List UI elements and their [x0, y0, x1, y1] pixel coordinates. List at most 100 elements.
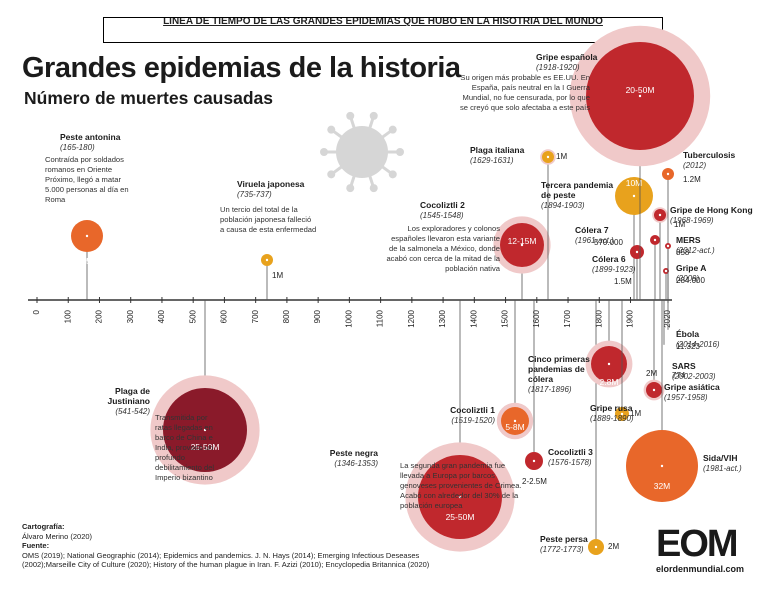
deaths-label-mers: 858: [676, 248, 690, 257]
axis-tick-label: 1400: [469, 309, 478, 327]
bubble-center-tuberculosis: [666, 172, 670, 176]
name-label-gripe-de-hong-kong: Gripe de Hong Kong: [670, 205, 753, 215]
virus-icon-spike: [331, 164, 344, 175]
bubble-center-peste-persa: [594, 545, 598, 549]
bubble-center-colera-6: [635, 250, 639, 254]
name-label-peste-negra: Peste negra: [330, 448, 378, 458]
deaths-label-tuberculosis: 1.2M: [683, 175, 701, 184]
virus-icon-knob: [369, 111, 378, 120]
chart-title: Grandes epidemias de la historia: [22, 52, 461, 84]
description-peste-antonina: 5.000 personas al día en: [45, 185, 129, 194]
years-label-tuberculosis: (2012): [683, 161, 706, 170]
years-label-peste-negra: (1346-1353): [334, 459, 378, 468]
virus-icon-spike: [367, 117, 375, 130]
name-label-peste-antonina: Peste antonina: [60, 132, 121, 142]
bubble-center-gripe-a: [664, 269, 668, 273]
years-label-peste-persa: (1772-1773): [540, 545, 584, 554]
years-label-cocoliztli-2: (1545-1548): [420, 211, 464, 220]
name-label-gripe-espanola: Gripe española: [536, 52, 598, 62]
years-label-mers: (2012-act.): [676, 246, 715, 255]
years-label-ebola: (2014-2016): [676, 340, 720, 349]
chart-subtitle: Número de muertes causadas: [24, 88, 273, 108]
axis-tick-label: 700: [251, 309, 260, 323]
deaths-label-gripe-espanola: 20-50M: [626, 85, 655, 95]
credits-fuente-label: Fuente:: [22, 541, 50, 550]
years-label-colera-6: (1899-1923): [592, 265, 636, 274]
name-label-plaga-de-justiniano: Justiniano: [107, 396, 150, 406]
name-label-plaga-italiana: Plaga italiana: [470, 145, 525, 155]
deaths-label-cocoliztli-1: 5-8M: [505, 422, 524, 432]
description-gripe-espanola: se creyó que solo afectaba a este país: [460, 103, 590, 112]
description-peste-negra: genoveses provenientes de Crimea.: [400, 481, 522, 490]
name-label-peste-persa: Peste persa: [540, 534, 588, 544]
years-label-sida-vih: (1981-act.): [703, 464, 742, 473]
axis-tick-label: 1600: [532, 309, 541, 327]
virus-icon-spike: [380, 129, 393, 140]
name-label-tercera-pandemia-de-peste: Tercera pandemia: [541, 180, 613, 190]
virus-icon: [336, 126, 388, 178]
deaths-label-tercera-pandemia-de-peste: 10M: [626, 178, 643, 188]
description-plaga-de-justiniano: ratas llegadas en: [155, 423, 213, 432]
virus-icon-spike: [367, 174, 375, 187]
name-label-plaga-de-justiniano: Plaga de: [115, 386, 150, 396]
credits-cartografia: Álvaro Merino (2020): [22, 531, 93, 541]
description-gripe-espanola: Su origen más probable es EE.UU. En: [460, 73, 590, 82]
name-label-gripe-rusa: Gripe rusa: [590, 403, 633, 413]
axis-tick-label: 400: [157, 309, 166, 323]
brand-logo: EOM elordenmundial.com: [656, 524, 752, 574]
deaths-label-gripe-a: 284.000: [676, 276, 705, 285]
axis-tick-label: 500: [188, 309, 197, 323]
virus-icon-knob: [346, 184, 355, 193]
name-label-cinco-primeras-pandemias-de-colera: Cinco primeras: [528, 354, 590, 364]
description-cocoliztli-2: españoles llevaron esta variante: [391, 234, 500, 243]
deaths-label-sida-vih: 32M: [654, 481, 671, 491]
years-label-gripe-rusa: (1889-1890): [590, 414, 634, 423]
virus-icon-knob: [388, 125, 397, 134]
deaths-label-colera-6: 1.5M: [614, 277, 632, 286]
bubble-center-peste-antonina: [85, 234, 89, 238]
axis-tick-label: 300: [126, 309, 135, 323]
years-label-cocoliztli-1: (1519-1520): [451, 416, 495, 425]
name-label-cocoliztli-1: Cocoliztli 1: [450, 405, 495, 415]
name-label-cinco-primeras-pandemias-de-colera: pandemias de: [528, 364, 585, 374]
deaths-label-cocoliztli-2: 12-15M: [508, 236, 537, 246]
bubble-center-sida-vih: [660, 464, 664, 468]
axis-tick-label: 800: [282, 309, 291, 323]
axis-tick-label: 1900: [626, 309, 635, 327]
axis-tick-label: 1500: [501, 309, 510, 327]
years-label-peste-antonina: (165-180): [60, 143, 95, 152]
years-label-tercera-pandemia-de-peste: (1894-1903): [541, 201, 585, 210]
virus-icon-knob: [327, 125, 336, 134]
name-label-colera-7: Cólera 7: [575, 225, 609, 235]
axis-tick-label: 1000: [344, 309, 353, 327]
axis-tick-label: 200: [95, 309, 104, 323]
description-plaga-de-justiniano: profundo: [155, 453, 185, 462]
description-plaga-de-justiniano: Imperio bizantino: [155, 473, 213, 482]
years-label-sars: (2002-2003): [672, 372, 716, 381]
description-peste-negra: La segunda gran pandemia fue: [400, 461, 505, 470]
years-label-gripe-asiatica: (1957-1958): [664, 393, 708, 402]
bubble-center-gripe-rusa: [620, 412, 624, 416]
description-viruela-japonesa: a causa de esta enfermedad: [220, 225, 316, 234]
description-viruela-japonesa: Un tercio del total de la: [220, 205, 298, 214]
axis-tick-label: 1300: [438, 309, 447, 327]
name-label-sars: SARS: [672, 361, 696, 371]
deaths-label-gripe-asiatica: 2M: [646, 369, 657, 378]
name-label-sida-vih: Sida/VIH: [703, 453, 737, 463]
name-label-gripe-a: Gripe A: [676, 263, 706, 273]
virus-icon-spike: [349, 174, 357, 187]
deaths-label-gripe-de-hong-kong: 1M: [674, 220, 685, 229]
deaths-label-sars: 774: [672, 371, 686, 380]
deaths-label-ebola: 11.323: [676, 342, 700, 351]
description-peste-antonina: Contraída por soldados: [45, 155, 124, 164]
virus-icon-knob: [369, 184, 378, 193]
deaths-label-peste-persa: 2M: [608, 542, 619, 551]
years-label-gripe-a: (2009): [676, 274, 699, 283]
bubble-center-viruela-japonesa: [265, 258, 269, 262]
name-label-colera-6: Cólera 6: [592, 254, 626, 264]
axis-tick-label: 1100: [376, 309, 385, 327]
description-peste-antonina: Roma: [45, 195, 66, 204]
logo-mark: EOM: [656, 523, 739, 565]
axis-tick-label: 1200: [407, 309, 416, 327]
